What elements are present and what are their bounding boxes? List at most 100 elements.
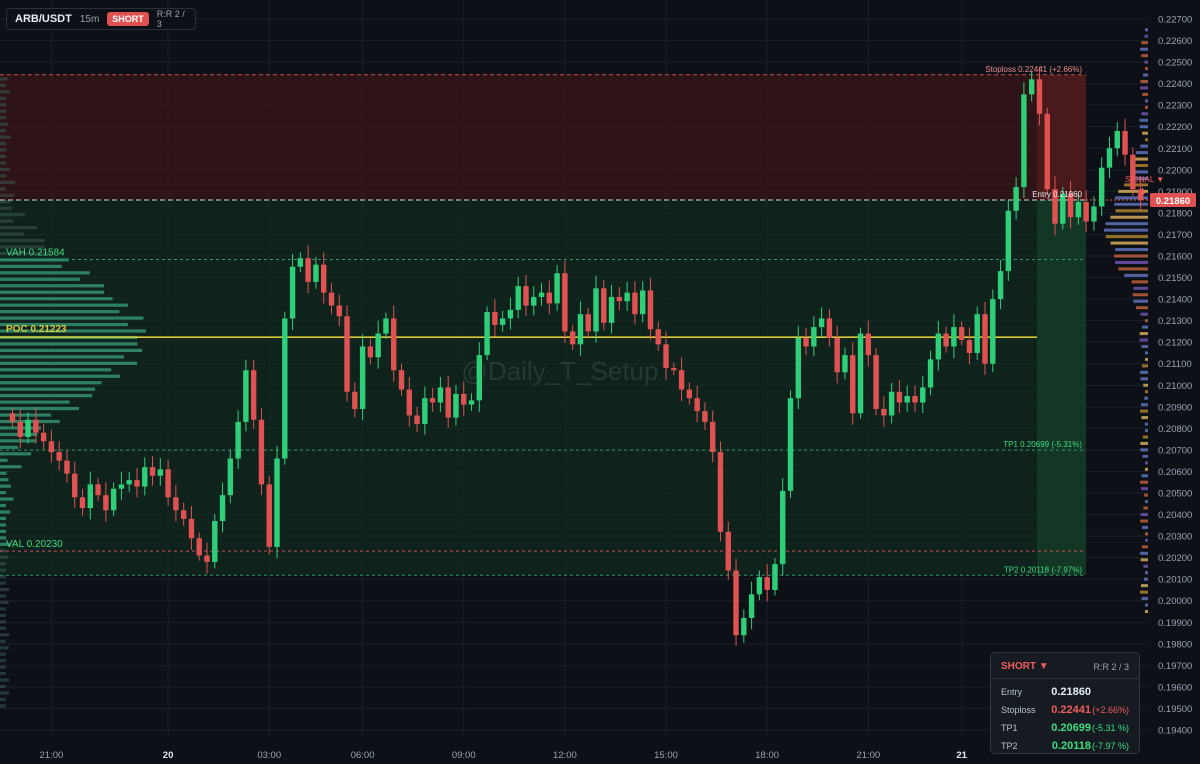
volume-profile-bar bbox=[1105, 235, 1148, 239]
candle bbox=[803, 328, 809, 356]
candle bbox=[328, 283, 335, 315]
trade-summary-panel: SHORT ▼ R:R 2 / 3 Entry 0.21860 Stoploss… bbox=[990, 652, 1140, 754]
y-tick-label: 0.22300 bbox=[1158, 101, 1192, 112]
panel-row-value: 0.20118 bbox=[1051, 740, 1091, 752]
candle bbox=[375, 320, 381, 369]
candle bbox=[958, 321, 965, 346]
candle-body bbox=[624, 292, 630, 302]
panel-row-label: TP2 bbox=[1001, 741, 1018, 751]
x-tick-label: 21:00 bbox=[40, 750, 64, 761]
candle-body bbox=[733, 570, 739, 636]
volume-profile-bar bbox=[0, 245, 45, 249]
volume-profile-bar bbox=[0, 697, 6, 702]
candle bbox=[857, 327, 864, 419]
candle-body bbox=[235, 421, 241, 459]
candle-body bbox=[422, 398, 428, 425]
volume-profile-bar bbox=[0, 258, 69, 262]
volume-profile-bar bbox=[1142, 525, 1148, 529]
volume-profile-bar bbox=[1145, 138, 1148, 142]
candle-body bbox=[1099, 167, 1105, 207]
symbol-header[interactable]: ARB/USDT 15m SHORT R:R 2 / 3 bbox=[6, 8, 196, 30]
volume-profile-bar bbox=[1139, 125, 1148, 129]
y-tick-label: 0.21200 bbox=[1158, 338, 1192, 349]
candle-body bbox=[134, 480, 140, 487]
candle bbox=[1021, 82, 1027, 198]
volume-profile-bar bbox=[0, 90, 10, 94]
candle-body bbox=[764, 577, 770, 590]
candles bbox=[9, 66, 1144, 646]
candle-body bbox=[663, 344, 669, 369]
volume-profile-bar bbox=[1143, 506, 1148, 510]
candle bbox=[896, 380, 903, 413]
volume-profile-bar bbox=[0, 219, 13, 223]
volume-profile-bar bbox=[1140, 487, 1148, 491]
candle bbox=[1083, 190, 1089, 233]
volume-profile-bar bbox=[0, 665, 6, 669]
volume-profile-bar bbox=[0, 290, 105, 294]
candle-body bbox=[608, 296, 615, 323]
volume-profile-bar bbox=[0, 639, 6, 643]
volume-profile-bar bbox=[1145, 99, 1148, 103]
timeframe-label: 15m bbox=[79, 13, 100, 25]
volume-profile-bar bbox=[0, 633, 10, 637]
candle-body bbox=[554, 273, 560, 304]
candle bbox=[72, 461, 78, 508]
candle-body bbox=[243, 370, 249, 422]
candle-body bbox=[671, 368, 677, 371]
volume-profile-bar bbox=[0, 646, 9, 650]
volume-profile-bar bbox=[1145, 603, 1148, 607]
candle bbox=[733, 558, 739, 646]
y-tick-label: 0.21300 bbox=[1158, 316, 1192, 327]
y-tick-label: 0.20300 bbox=[1158, 532, 1192, 543]
candle bbox=[344, 305, 350, 402]
candle-body bbox=[1036, 79, 1043, 114]
candle bbox=[1075, 193, 1082, 225]
candle bbox=[461, 381, 467, 416]
symbol-pair: ARB/USDT bbox=[15, 13, 72, 25]
candle-body bbox=[1106, 148, 1113, 168]
candle bbox=[173, 485, 179, 522]
x-tick-label: 09:00 bbox=[452, 750, 476, 761]
volume-profile-bar bbox=[1143, 564, 1148, 568]
entry-label: Entry 0.21860 bbox=[1032, 190, 1082, 199]
volume-profile-bar bbox=[1143, 383, 1148, 387]
signal-label: SIGNAL ▼ bbox=[1125, 175, 1164, 184]
candle-body bbox=[165, 469, 171, 498]
volume-profile-bar bbox=[0, 381, 102, 385]
candle bbox=[282, 311, 288, 465]
y-tick-label: 0.19900 bbox=[1158, 618, 1192, 629]
volume-profile-bar bbox=[0, 374, 121, 378]
candle bbox=[110, 482, 117, 516]
candle bbox=[1052, 176, 1058, 236]
entry-price-tag bbox=[1150, 192, 1196, 207]
candle bbox=[1036, 66, 1043, 126]
x-tick-label: 15:00 bbox=[654, 750, 678, 761]
y-tick-label: 0.22400 bbox=[1158, 79, 1192, 90]
volume-profile-bar bbox=[0, 135, 11, 139]
candle-body bbox=[359, 346, 366, 409]
volume-profile-bar bbox=[0, 478, 9, 482]
volume-profile-bar bbox=[1141, 344, 1148, 348]
candle bbox=[219, 482, 226, 533]
volume-profile-bar bbox=[1110, 215, 1148, 219]
volume-profile-bar bbox=[0, 691, 10, 695]
volume-profile-bar bbox=[0, 355, 124, 359]
candle bbox=[414, 406, 420, 432]
candle-body bbox=[289, 266, 296, 319]
volume-profile-bar bbox=[0, 458, 8, 462]
candle-body bbox=[157, 469, 164, 476]
y-tick-label: 0.21900 bbox=[1158, 187, 1192, 198]
candle-body bbox=[406, 389, 412, 416]
volume-profile-bar bbox=[1144, 577, 1148, 581]
y-tick-label: 0.20600 bbox=[1158, 467, 1192, 478]
candle-body bbox=[367, 346, 374, 358]
candle bbox=[694, 385, 700, 423]
volume-profile-bar bbox=[1140, 409, 1148, 413]
volume-profile-bar bbox=[1141, 54, 1148, 58]
volume-profile-bar bbox=[0, 652, 6, 656]
volume-profile-bar bbox=[0, 445, 19, 449]
volume-profile-bar bbox=[1145, 105, 1148, 109]
candle bbox=[484, 306, 490, 361]
volume-profile-bar bbox=[1140, 144, 1148, 148]
